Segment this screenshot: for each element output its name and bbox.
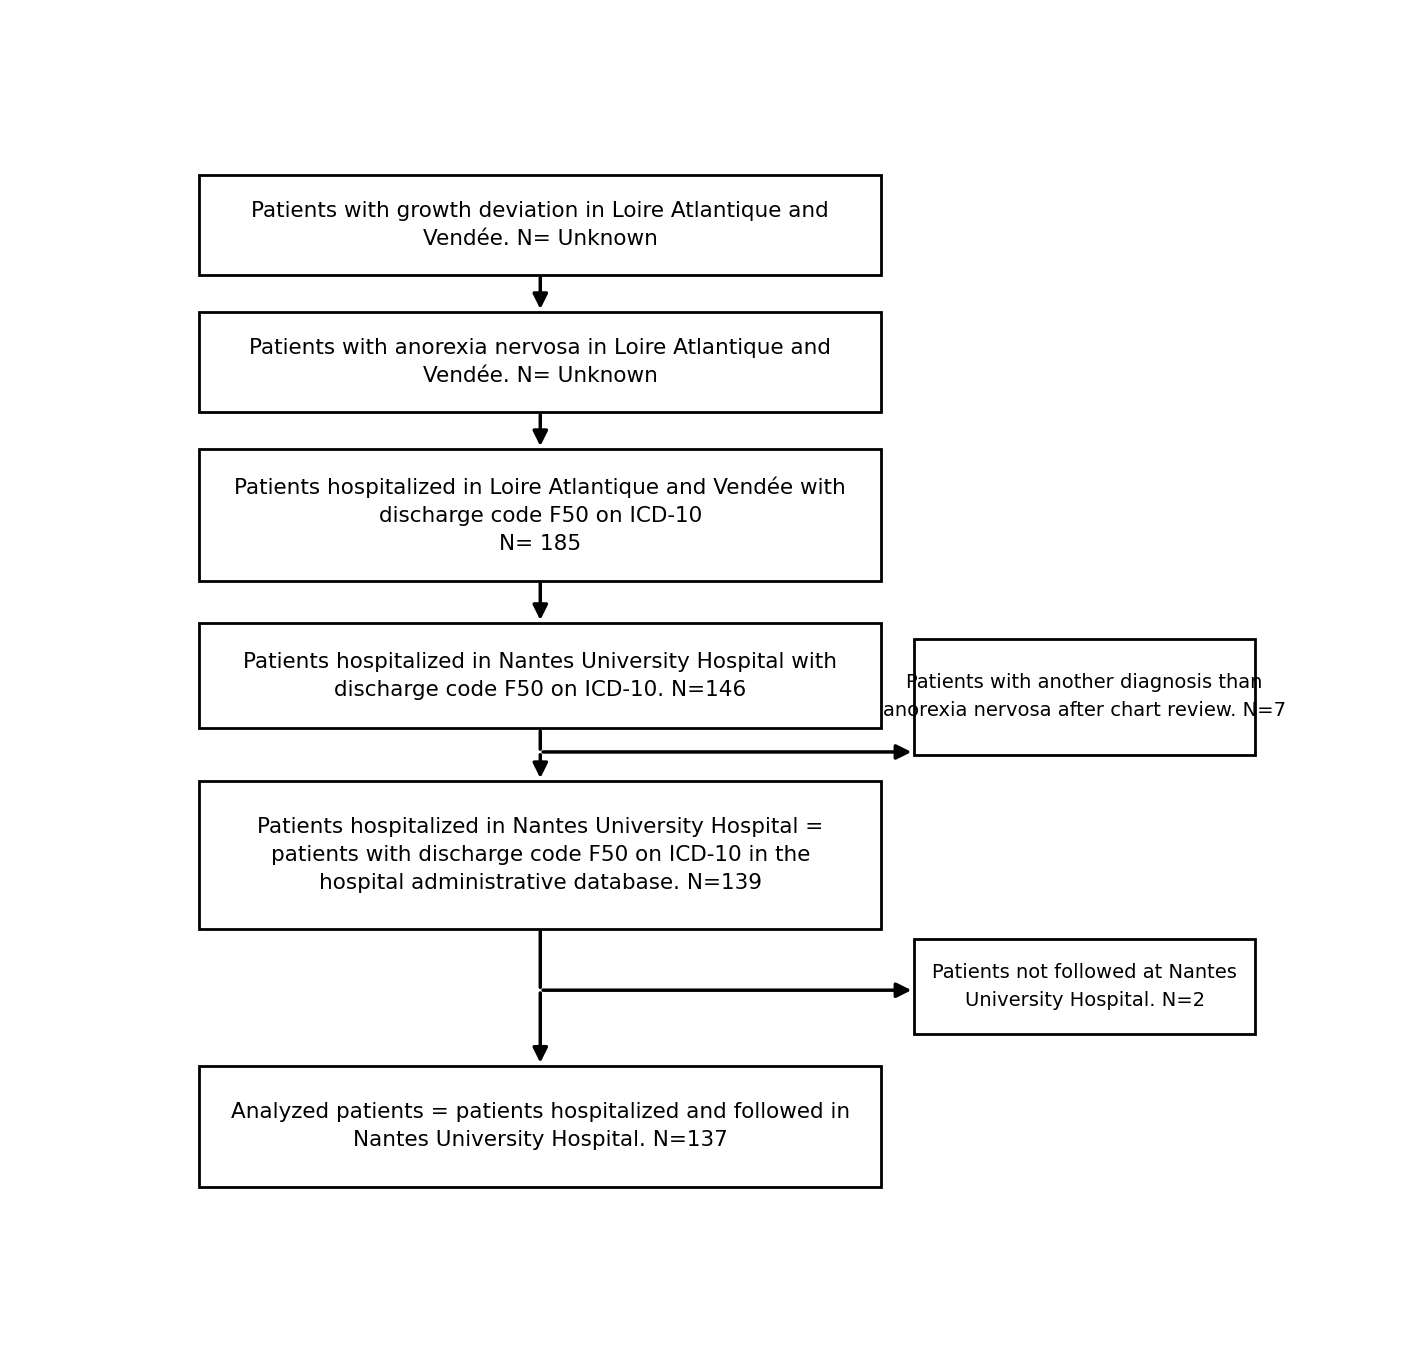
FancyBboxPatch shape <box>199 175 881 275</box>
Text: Patients not followed at Nantes
University Hospital. N=2: Patients not followed at Nantes Universi… <box>932 962 1237 1010</box>
Text: Patients hospitalized in Loire Atlantique and Vendée with
discharge code F50 on : Patients hospitalized in Loire Atlantiqu… <box>234 476 846 553</box>
FancyBboxPatch shape <box>199 1065 881 1187</box>
Text: Patients hospitalized in Nantes University Hospital with
discharge code F50 on I: Patients hospitalized in Nantes Universi… <box>243 652 837 700</box>
FancyBboxPatch shape <box>199 449 881 580</box>
Text: Patients with growth deviation in Loire Atlantique and
Vendée. N= Unknown: Patients with growth deviation in Loire … <box>251 201 829 249</box>
FancyBboxPatch shape <box>199 312 881 412</box>
FancyBboxPatch shape <box>914 939 1256 1034</box>
Text: Patients with another diagnosis than
anorexia nervosa after chart review. N=7: Patients with another diagnosis than ano… <box>883 674 1286 720</box>
Text: Analyzed patients = patients hospitalized and followed in
Nantes University Hosp: Analyzed patients = patients hospitalize… <box>231 1102 850 1150</box>
Text: Patients with anorexia nervosa in Loire Atlantique and
Vendée. N= Unknown: Patients with anorexia nervosa in Loire … <box>250 338 832 386</box>
FancyBboxPatch shape <box>199 623 881 728</box>
FancyBboxPatch shape <box>199 780 881 928</box>
Text: Patients hospitalized in Nantes University Hospital =
patients with discharge co: Patients hospitalized in Nantes Universi… <box>257 817 823 893</box>
FancyBboxPatch shape <box>914 638 1256 754</box>
